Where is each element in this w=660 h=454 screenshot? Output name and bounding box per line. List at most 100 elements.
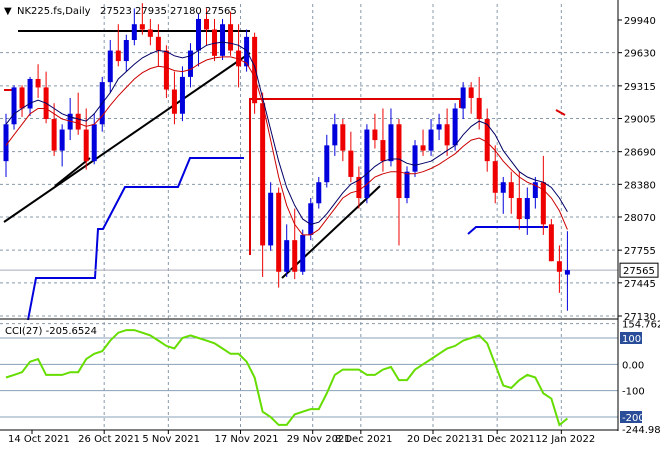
candle-body [284,240,290,272]
candle-body [228,24,234,51]
candle-body [91,124,97,162]
support-line [27,157,244,321]
candle-body [19,87,25,109]
candle-body [468,87,474,98]
cci-tick-label: -200 [622,413,645,424]
time-tick-label: 5 Nov 2021 [142,434,200,445]
grid-layer [0,4,618,429]
candle-body [412,145,418,172]
time-tick-label: 31 Dec 2021 [471,434,535,445]
candle-body [316,182,322,204]
time-tick-label: 8 Dec 2021 [335,434,393,445]
candle-body [452,108,458,146]
price-tick-label: 29005 [624,114,656,125]
candle-body [3,124,9,162]
candle-body [75,113,81,130]
symbol-label: NK225.fs,Daily [17,6,91,17]
candle-body [436,124,442,130]
candle-body [276,192,282,272]
candle-body [59,129,65,151]
candle-body [220,24,226,56]
candle-body [348,150,354,177]
candle-body [147,29,153,37]
candle-body [155,36,161,51]
cci-label: CCI(27) -205.6524 [5,326,97,337]
price-tick-label: 27445 [624,279,656,290]
candle-body [492,161,498,193]
resistance-line [249,98,461,255]
cci-level-box [620,411,642,423]
down-triangle-icon[interactable]: ▼ [4,6,12,17]
cci-tick-label: 100 [622,334,641,345]
price-tick-label: 29630 [624,49,656,60]
candle-body [252,36,258,104]
candle-body [123,40,129,62]
candle-body [115,50,121,62]
overlay-layer [0,30,618,321]
candle-body [260,103,266,246]
candle-body [11,87,17,125]
candle-body [332,124,338,146]
candle-body [163,50,169,90]
trendline [281,185,381,279]
candle-body [107,50,113,83]
candle-body [324,145,330,183]
candle-body [308,203,314,235]
current-price-label: 27565 [623,266,655,277]
ma-fast-line [5,41,568,225]
candle-body [476,97,482,120]
trendline [3,52,251,223]
candle-body [540,182,546,225]
cci-tick-label: -100 [622,387,645,398]
candle-body [556,261,562,272]
candle-body [460,87,466,109]
candle-body [524,198,530,220]
price-tick-label: 29315 [624,82,656,93]
candle-body [292,240,298,272]
candle-body [404,171,410,199]
price-tick-label: 28380 [624,180,656,191]
price-tick-label: 28690 [624,148,656,159]
trendline [54,157,91,187]
ohlc-readout: 27523 27935 27180 27565 [100,6,237,17]
candle-body [532,182,538,199]
candle-body [500,182,506,193]
candle-body [420,145,426,151]
price-tick-label: 28070 [624,213,656,224]
ma-slow-line [5,56,568,236]
candle-body [300,234,306,272]
candle-body [364,129,370,199]
candle-body [131,24,137,41]
support-line [467,226,548,235]
candle-body [388,124,394,162]
candle-body [204,18,209,30]
cci-tick-label: -244.983 [622,425,660,436]
candle-body [67,113,73,130]
candle-body [171,89,177,114]
candle-body [83,129,89,162]
candle-body [380,140,386,162]
moving-averages-layer [5,41,568,236]
current-price-box [619,262,659,278]
candle-body [212,29,218,56]
candle-body [356,176,362,199]
candle-body [516,198,522,220]
candle-body [35,78,41,88]
candle-body [548,224,554,262]
time-tick-label: 14 Oct 2021 [8,434,70,445]
time-tick-label: 26 Oct 2021 [78,434,140,445]
price-tick-label: 27755 [624,246,656,257]
candle-body [139,24,145,30]
candle-body [187,50,193,77]
time-tick-label: 17 Nov 2021 [215,434,279,445]
candle-body [372,129,378,141]
candle-body [444,124,450,146]
candle-body [428,129,434,151]
cci-tick-label: 154.7623 [622,320,660,331]
candle-body [27,78,33,109]
candle-body [195,18,201,51]
chart-header: ▼ NK225.fs,Daily 27523 27935 27180 27565 [4,6,237,17]
